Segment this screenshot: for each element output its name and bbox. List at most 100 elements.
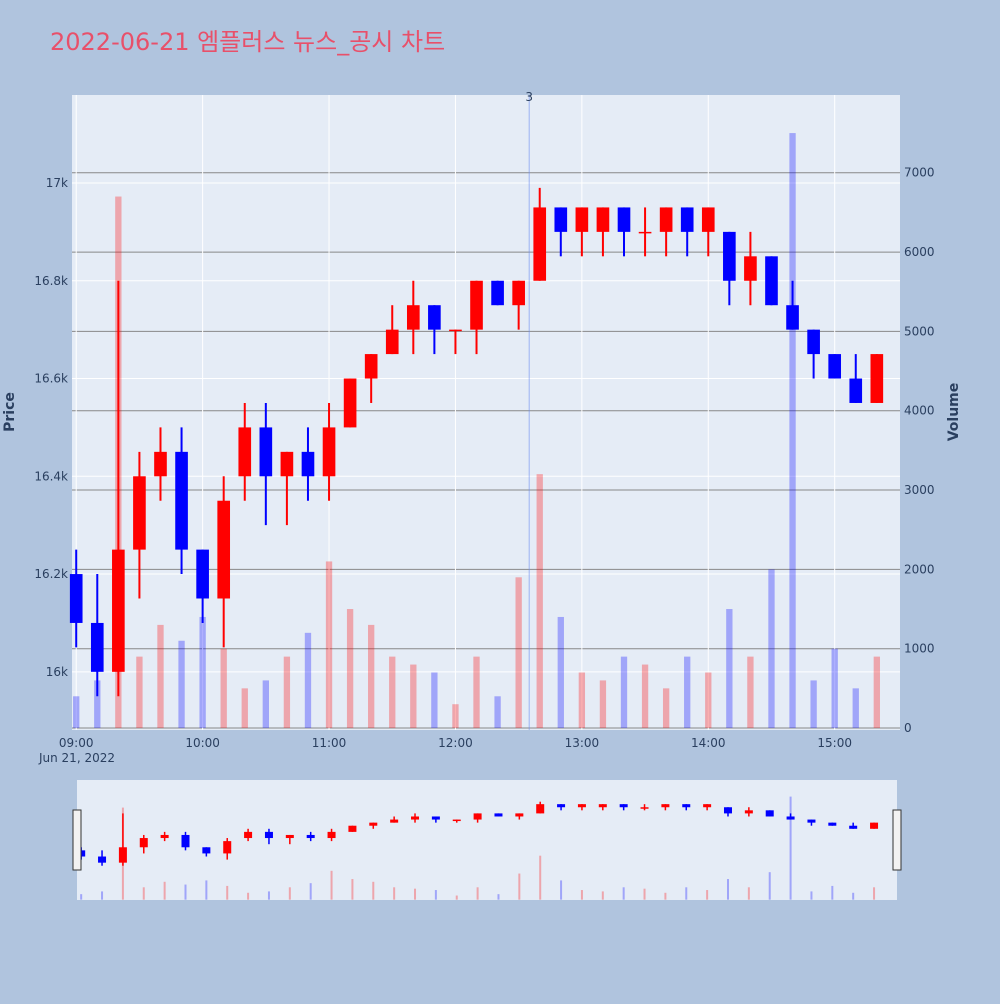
mini-volume-bar — [455, 895, 458, 900]
y2-tick-label: 3000 — [904, 483, 935, 497]
range-handle[interactable] — [72, 809, 82, 871]
candle-body — [301, 451, 315, 477]
mini-volume-bar — [622, 887, 625, 900]
mini-volume-bar — [664, 892, 667, 900]
volume-bar — [94, 680, 101, 729]
mini-candle-body — [452, 819, 461, 822]
candle-body — [280, 451, 294, 477]
y2-axis-label: Volume — [946, 383, 962, 442]
candle-body — [765, 256, 778, 306]
plot-area — [72, 95, 900, 730]
mini-candle-body — [765, 810, 774, 817]
mini-candle-body — [828, 822, 837, 826]
x-tick-label: 11:00 — [312, 736, 347, 750]
candle-body — [364, 354, 378, 379]
x-tick-label: 13:00 — [565, 736, 600, 750]
y2-tick-label: 7000 — [904, 166, 935, 180]
mini-candle-body — [744, 810, 753, 814]
volume-bar — [368, 624, 375, 729]
volume-bar — [283, 656, 291, 729]
candle-body — [659, 207, 673, 232]
mini-volume-bar — [518, 873, 521, 900]
mini-volume-bar — [643, 888, 646, 900]
volume-bar — [578, 672, 586, 729]
mini-volume-bar — [372, 881, 375, 900]
mini-candle-body — [640, 807, 649, 809]
mini-volume-bar — [852, 892, 855, 900]
candle-body — [723, 231, 736, 281]
mini-candle-body — [411, 816, 420, 820]
volume-bar — [73, 696, 80, 729]
volume-bar — [325, 561, 333, 729]
mini-candle-body — [285, 834, 294, 839]
volume-bar — [599, 680, 607, 729]
mini-candle-body — [327, 831, 336, 839]
y2-tick-label: 4000 — [904, 404, 935, 418]
mini-volume-bar — [80, 894, 83, 900]
candle-body — [870, 354, 884, 403]
y-tick-label: 16.2k — [34, 567, 68, 581]
mini-volume-bar — [309, 883, 312, 900]
y-tick-label: 16k — [46, 665, 68, 679]
mini-volume-bar — [142, 887, 145, 900]
mini-candle-body — [870, 822, 879, 829]
chart-title: 2022-06-21 엠플러스 뉴스_공시 차트 — [50, 28, 445, 56]
x-tick-label: 14:00 — [691, 736, 726, 750]
mini-candle-body — [369, 822, 378, 826]
volume-bar — [452, 704, 459, 729]
volume-bar — [515, 577, 522, 729]
volume-bar — [389, 656, 396, 729]
range-handle[interactable] — [892, 809, 902, 871]
mini-volume-bar — [601, 891, 604, 900]
mini-volume-bar — [393, 887, 396, 900]
mini-candle-body — [264, 831, 273, 839]
mini-volume-bar — [351, 879, 354, 900]
range-slider[interactable] — [77, 780, 897, 900]
candle-body — [133, 476, 146, 550]
candle-body — [807, 329, 820, 355]
mini-volume-bar — [247, 892, 250, 900]
volume-bar — [473, 656, 480, 729]
mini-candle-body — [494, 813, 503, 817]
annotation-text: 3 — [525, 90, 533, 104]
mini-candle-body — [202, 847, 211, 854]
mini-volume-bar — [539, 855, 542, 900]
volume-bar — [831, 648, 838, 729]
y-tick-label: 16.4k — [34, 469, 68, 483]
y2-tick-label: 6000 — [904, 245, 935, 259]
mini-candle-body — [849, 825, 858, 829]
mini-candle-body — [577, 804, 586, 808]
candle-body — [617, 207, 631, 232]
mini-volume-bar — [685, 887, 688, 900]
volume-bar — [346, 609, 354, 729]
candle-body — [90, 622, 104, 672]
candle-body — [196, 549, 209, 599]
mini-volume-bar — [434, 890, 437, 900]
mini-candle-body — [515, 813, 524, 817]
volume-bar — [157, 624, 164, 729]
mini-volume-bar — [873, 887, 876, 900]
y-axis-label: Price — [2, 392, 18, 432]
volume-bar — [557, 616, 564, 729]
candle-body — [406, 305, 420, 330]
mini-candle-body — [244, 831, 253, 839]
mini-volume-bar — [810, 891, 813, 900]
volume-bar — [641, 664, 649, 729]
volume-bar — [494, 696, 501, 729]
candle-body — [428, 305, 441, 330]
candle-body — [638, 231, 652, 234]
mini-volume-bar — [267, 891, 270, 900]
candle-body — [343, 378, 357, 428]
mini-volume-bar — [414, 888, 417, 900]
candle-body — [470, 280, 483, 330]
x-tick-label: 10:00 — [185, 736, 220, 750]
mini-candle-body — [181, 834, 190, 848]
mini-candle-body — [160, 834, 169, 839]
candle-body — [575, 207, 589, 232]
candle-body — [828, 354, 842, 379]
candle-body — [112, 549, 125, 672]
mini-volume-bar — [789, 796, 792, 900]
volume-bar — [705, 672, 712, 729]
candle-body — [259, 427, 273, 477]
volume-bar — [178, 640, 185, 729]
